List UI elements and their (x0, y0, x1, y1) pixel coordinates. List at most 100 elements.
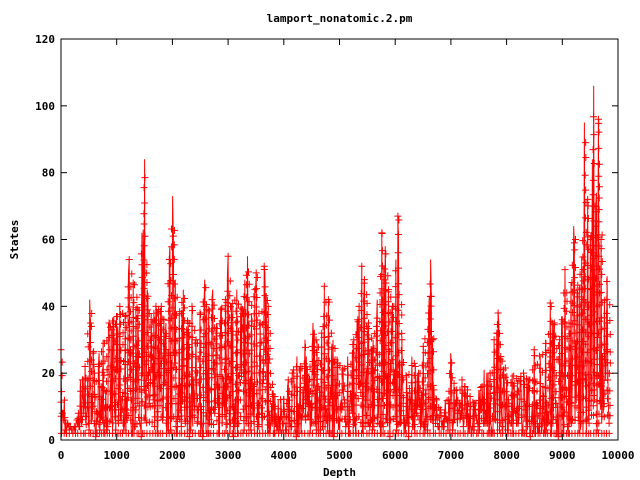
data-point (354, 372, 362, 380)
data-point (528, 413, 536, 421)
data-point (143, 261, 151, 269)
data-point (584, 233, 592, 241)
data-point (566, 362, 574, 370)
data-point (406, 389, 414, 397)
data-point (141, 360, 149, 368)
data-point (561, 392, 569, 400)
data-point (604, 395, 612, 403)
data-point (451, 387, 459, 395)
data-point (576, 270, 584, 278)
data-point (574, 413, 582, 421)
data-point (81, 399, 89, 407)
data-point (574, 293, 582, 301)
data-point (574, 353, 582, 361)
data-point (465, 413, 473, 421)
data-point (576, 396, 584, 404)
data-point (536, 396, 544, 404)
data-point (582, 315, 590, 323)
data-point (143, 357, 151, 365)
data-point (498, 357, 506, 365)
data-point (426, 367, 434, 375)
data-point (582, 139, 590, 147)
x-tick-label: 1000 (103, 449, 130, 462)
data-point (175, 349, 183, 357)
data-point (316, 360, 324, 368)
data-point (205, 339, 213, 347)
data-point (448, 359, 456, 367)
data-point (100, 418, 108, 426)
data-point (536, 352, 544, 360)
data-point (162, 393, 170, 401)
data-point (510, 379, 518, 387)
data-point (170, 395, 178, 403)
data-point (127, 283, 135, 291)
data-point (376, 272, 384, 280)
data-point (219, 374, 227, 382)
data-point (202, 412, 210, 420)
data-point (393, 426, 401, 434)
data-point (589, 255, 597, 263)
data-point (512, 391, 520, 399)
data-point (133, 341, 141, 349)
data-point (162, 379, 170, 387)
data-point (312, 336, 320, 344)
data-point (260, 412, 268, 420)
data-point (552, 332, 560, 340)
data-point (579, 408, 587, 416)
data-point (382, 342, 390, 350)
data-point (180, 362, 188, 370)
data-point (418, 405, 426, 413)
data-point (357, 389, 365, 397)
data-point (395, 402, 403, 410)
data-point (547, 353, 555, 361)
data-point (285, 414, 293, 422)
data-point (245, 268, 253, 276)
data-point (346, 416, 354, 424)
y-tick-label: 60 (42, 234, 55, 247)
data-point (264, 336, 272, 344)
data-point (512, 419, 520, 427)
data-point (359, 419, 367, 427)
data-point (259, 413, 267, 421)
data-point (563, 289, 571, 297)
data-point (88, 399, 96, 407)
data-point (116, 302, 124, 310)
data-point (579, 277, 587, 285)
data-point (486, 417, 494, 425)
data-point (169, 271, 177, 279)
data-point (432, 395, 440, 403)
data-point (558, 403, 566, 411)
data-point (552, 388, 560, 396)
data-point (82, 421, 90, 429)
data-point (595, 252, 603, 260)
data-point (234, 409, 242, 417)
data-point (325, 345, 333, 353)
data-point (141, 302, 149, 310)
data-point (440, 409, 448, 417)
data-point (426, 315, 434, 323)
data-point (416, 369, 424, 377)
data-point (588, 248, 596, 256)
data-point (167, 314, 175, 322)
data-point (191, 326, 199, 334)
data-point (603, 332, 611, 340)
data-point (245, 350, 253, 358)
data-point (547, 419, 555, 427)
data-point (183, 394, 191, 402)
data-point (319, 323, 327, 331)
data-point (405, 370, 413, 378)
data-point (351, 354, 359, 362)
data-point (597, 288, 605, 296)
data-point (221, 412, 229, 420)
data-point (578, 285, 586, 293)
data-point (159, 340, 167, 348)
data-point (231, 423, 239, 431)
data-point (595, 160, 603, 168)
data-point (319, 367, 327, 375)
data-point (234, 387, 242, 395)
data-point (128, 349, 136, 357)
data-point (165, 307, 173, 315)
data-point (234, 372, 242, 380)
data-point (156, 320, 164, 328)
data-point (587, 397, 595, 405)
